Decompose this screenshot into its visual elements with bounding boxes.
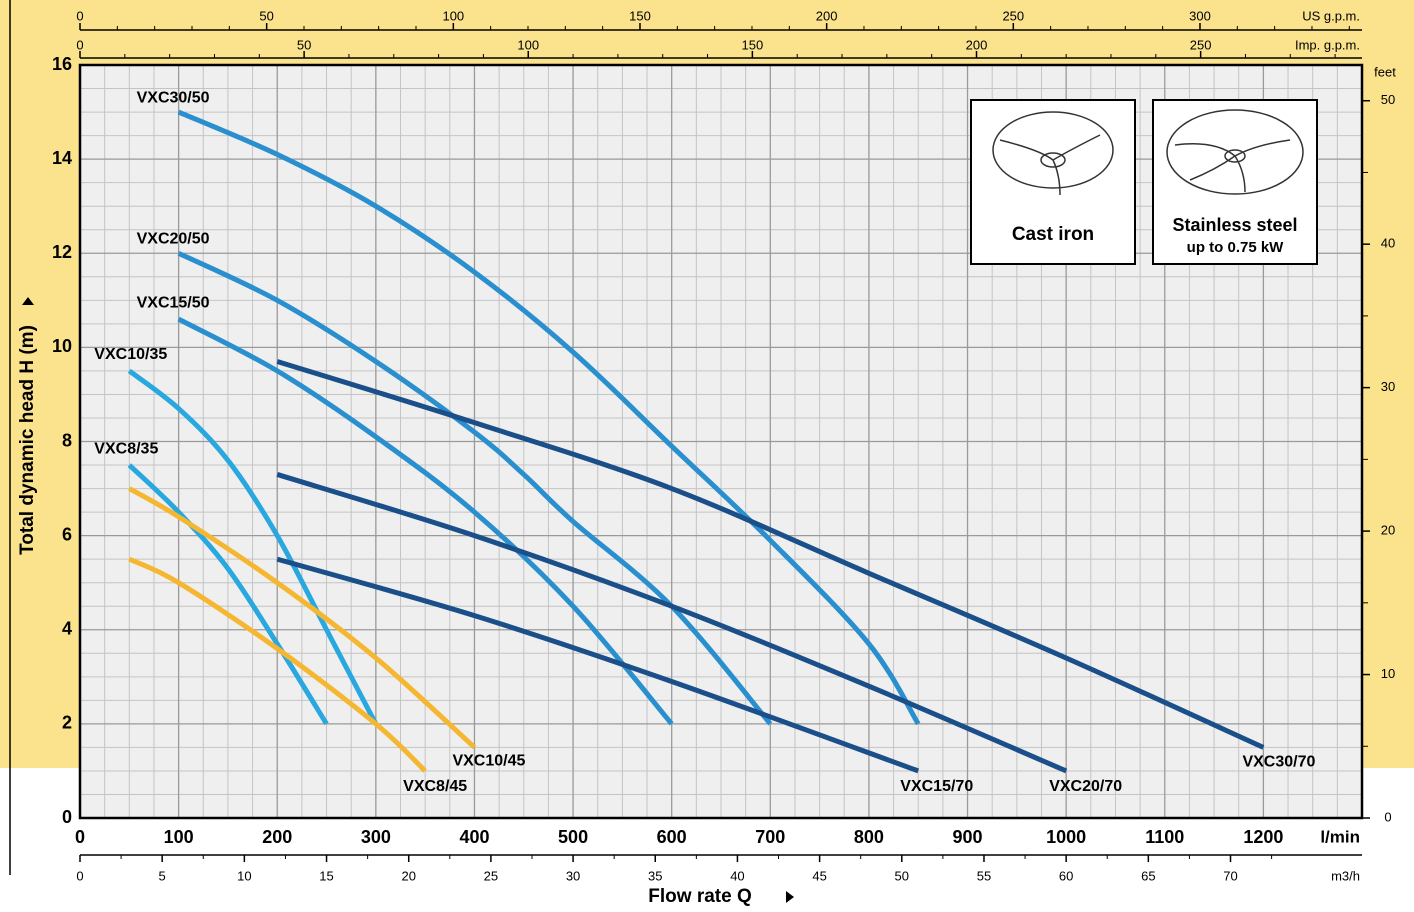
secondary-tick-label: 200	[966, 37, 988, 52]
arrow-icon	[786, 891, 794, 903]
secondary-tick-label: 200	[816, 8, 838, 23]
impeller-hub	[1040, 152, 1066, 168]
secondary-tick-label: 5	[159, 868, 166, 883]
inset-sublabel: up to 0.75 kW	[1187, 239, 1285, 256]
inset-label: Stainless steel	[1172, 215, 1297, 235]
y2-tick-label: 50	[1381, 92, 1395, 107]
impeller-icon	[1166, 109, 1304, 195]
secondary-tick-label: 100	[442, 8, 464, 23]
x-tick-label: 400	[459, 827, 489, 847]
plot-border	[78, 63, 1364, 820]
performance-curve	[127, 368, 379, 726]
series-label: VXC10/45	[452, 753, 525, 770]
secondary-tick-label: 15	[319, 868, 333, 883]
y2-tick-label: 0	[1384, 809, 1391, 824]
secondary-tick-label: 40	[730, 868, 744, 883]
x-tick-label: 1000	[1046, 827, 1086, 847]
impeller-icon	[992, 111, 1114, 189]
secondary-tick-label: 250	[1190, 37, 1212, 52]
series-label: VXC30/50	[137, 89, 210, 106]
secondary-tick-label: 10	[237, 868, 251, 883]
secondary-tick-label: 25	[484, 868, 498, 883]
x-tick-label: 1100	[1145, 827, 1184, 847]
secondary-tick-label: 45	[812, 868, 826, 883]
y-tick-label: 8	[62, 430, 72, 450]
secondary-tick-label: 150	[629, 8, 651, 23]
impeller-vane	[999, 134, 1101, 196]
series-label: VXC10/35	[94, 346, 167, 363]
secondary-tick-label: 50	[895, 868, 909, 883]
secondary-tick-label: 50	[297, 37, 311, 52]
axis-unit-label: Imp. g.p.m.	[1295, 37, 1360, 52]
y2-tick-label: 10	[1381, 666, 1395, 681]
x-tick-label: 1200	[1243, 827, 1283, 847]
y-tick-label: 16	[52, 54, 72, 74]
x-tick-label: 600	[657, 827, 687, 847]
impeller-hub	[1224, 149, 1246, 163]
series-label: VXC8/45	[403, 778, 467, 795]
y2-tick-label: 40	[1381, 236, 1395, 251]
secondary-tick-label: 20	[401, 868, 415, 883]
y2-tick-label: 30	[1381, 379, 1395, 394]
secondary-tick-label: 30	[566, 868, 580, 883]
axis-unit-label: feet	[1374, 64, 1396, 79]
secondary-tick-label: 60	[1059, 868, 1073, 883]
secondary-tick-label: 150	[742, 37, 764, 52]
x-unit-label: l/min	[1320, 827, 1360, 846]
secondary-tick-label: 300	[1189, 8, 1211, 23]
curves: VXC30/50 VXC20/50 VXC15/50 VXC10/35 VXC8/35 V…	[94, 89, 1315, 795]
inset-cast-iron: Cast iron	[970, 99, 1136, 265]
y-axis-title: Total dynamic head H (m)	[17, 325, 38, 555]
series-label: VXC20/70	[1049, 778, 1122, 795]
inset-label: Cast iron	[1012, 224, 1094, 245]
performance-curve	[177, 316, 674, 726]
y-tick-label: 14	[52, 148, 72, 168]
inset-stainless: Stainless steel up to 0.75 kW	[1152, 99, 1318, 265]
series-label: VXC15/50	[137, 294, 210, 311]
series-label: VXC8/35	[94, 440, 158, 457]
axes: 0 100 200 300 400 500 600 700 800 900 1000 1100 1200…	[52, 8, 1396, 883]
series-label: VXC15/70	[900, 778, 973, 795]
secondary-tick-label: 250	[1002, 8, 1024, 23]
x-tick-label: 800	[854, 827, 884, 847]
performance-curve	[276, 556, 920, 774]
series-label: VXC30/70	[1242, 754, 1315, 771]
axis-unit-label: m3/h	[1331, 868, 1360, 883]
x-tick-label: 300	[361, 827, 391, 847]
secondary-tick-label: 0	[76, 868, 83, 883]
secondary-tick-label: 65	[1141, 868, 1155, 883]
y-tick-label: 0	[62, 807, 72, 827]
y-tick-label: 12	[52, 242, 72, 262]
x-tick-label: 100	[164, 827, 194, 847]
x-tick-label: 900	[953, 827, 983, 847]
y2-tick-label: 20	[1381, 523, 1395, 538]
performance-curve	[177, 109, 921, 726]
secondary-tick-label: 0	[76, 37, 83, 52]
impeller-vane	[1174, 139, 1291, 193]
series-label: VXC20/50	[137, 230, 210, 247]
performance-curve	[127, 463, 329, 726]
arrow-icon	[22, 297, 34, 305]
y-tick-label: 2	[62, 713, 72, 733]
secondary-tick-label: 100	[517, 37, 539, 52]
x-tick-label: 500	[558, 827, 588, 847]
secondary-tick-label: 50	[259, 8, 273, 23]
axis-unit-label: US g.p.m.	[1302, 8, 1360, 23]
performance-curve	[128, 486, 477, 750]
secondary-tick-label: 70	[1223, 868, 1237, 883]
y-tick-label: 4	[62, 619, 72, 639]
x-axis-title: Flow rate Q	[648, 886, 751, 907]
x-tick-label: 700	[755, 827, 785, 847]
secondary-tick-label: 0	[76, 8, 83, 23]
secondary-tick-label: 35	[648, 868, 662, 883]
performance-curve	[276, 359, 1265, 750]
secondary-tick-label: 55	[977, 868, 991, 883]
y-tick-label: 10	[52, 336, 72, 356]
x-tick-label: 200	[262, 827, 292, 847]
performance-curve	[128, 556, 427, 773]
performance-curve	[276, 472, 1068, 774]
x-tick-label: 0	[75, 827, 85, 847]
y-tick-label: 6	[62, 524, 72, 544]
